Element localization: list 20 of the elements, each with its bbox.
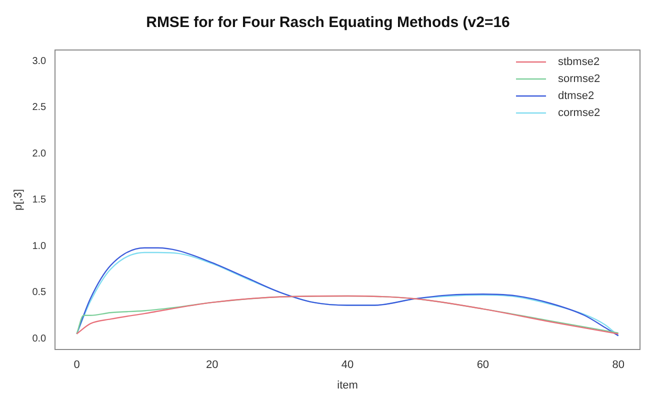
y-tick-label: 2.5 bbox=[32, 102, 47, 114]
x-tick-label: 80 bbox=[612, 359, 624, 372]
y-tick-label: 1.0 bbox=[32, 240, 47, 252]
line-series bbox=[76, 295, 619, 334]
legend-label: dtmse2 bbox=[558, 90, 594, 102]
legend-label: stbmse2 bbox=[558, 56, 600, 68]
x-axis-title: item bbox=[337, 379, 358, 392]
y-tick-label: 0.0 bbox=[32, 333, 47, 344]
x-tick-label: 60 bbox=[476, 359, 490, 372]
legend-label: cormse2 bbox=[558, 107, 600, 120]
x-tick-label: 20 bbox=[206, 359, 218, 372]
y-tick-label: 3.0 bbox=[32, 56, 47, 67]
x-tick-label: 40 bbox=[341, 359, 354, 372]
y-tick-label: 1.5 bbox=[32, 194, 47, 206]
x-tick-label: 0 bbox=[74, 359, 80, 372]
y-tick-label: 2.0 bbox=[32, 148, 47, 160]
y-tick-label: 0.5 bbox=[32, 287, 47, 298]
legend-label: sormse2 bbox=[558, 73, 600, 86]
chart-title: RMSE for for Four Rasch Equating Methods (v2=16 bbox=[146, 14, 510, 32]
y-axis-title: p[,3] bbox=[12, 189, 25, 211]
